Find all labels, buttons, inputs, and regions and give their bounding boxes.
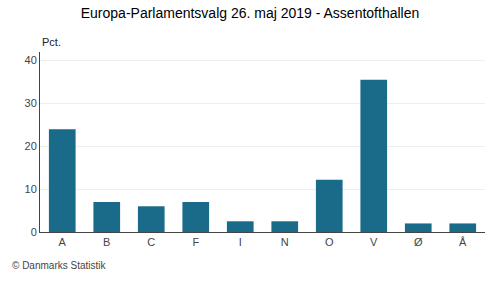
svg-text:0: 0 [31, 226, 37, 238]
svg-text:Å: Å [459, 236, 467, 248]
svg-text:N: N [281, 236, 289, 248]
svg-text:© Danmarks Statistik: © Danmarks Statistik [12, 260, 107, 271]
svg-text:Pct.: Pct. [42, 36, 61, 48]
svg-text:B: B [103, 236, 110, 248]
svg-text:40: 40 [25, 54, 37, 66]
svg-text:Ø: Ø [414, 236, 423, 248]
svg-text:V: V [370, 236, 378, 248]
svg-text:O: O [325, 236, 334, 248]
svg-text:30: 30 [25, 97, 37, 109]
svg-text:10: 10 [25, 183, 37, 195]
svg-text:I: I [239, 236, 242, 248]
svg-text:C: C [147, 236, 155, 248]
svg-text:A: A [59, 236, 67, 248]
svg-text:20: 20 [25, 140, 37, 152]
svg-text:Europa-Parlamentsvalg 26. maj: Europa-Parlamentsvalg 26. maj 2019 - Ass… [81, 5, 420, 21]
svg-text:F: F [192, 236, 199, 248]
